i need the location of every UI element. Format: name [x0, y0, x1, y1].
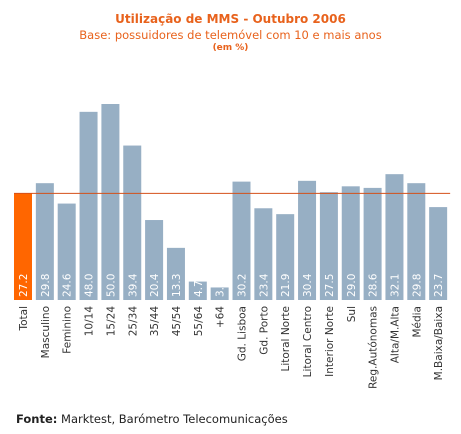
bar-16 — [363, 187, 382, 300]
value-label-3: 48.0 — [84, 274, 96, 297]
value-label-8: 4.7 — [193, 280, 205, 297]
category-label-8: 55/64 — [193, 306, 205, 337]
bar-1 — [35, 183, 54, 300]
category-label-14: Interior Norte — [324, 306, 336, 377]
value-label-17: 32.1 — [389, 274, 401, 297]
source-note: Fonte: Marktest, Barómetro Telecomunicaç… — [16, 412, 288, 426]
category-label-3: 10/14 — [84, 306, 96, 337]
value-label-4: 50.0 — [105, 274, 117, 297]
value-label-10: 30.2 — [237, 274, 249, 297]
bar-14 — [319, 192, 338, 300]
bars-group — [14, 104, 448, 300]
category-label-17: Alta/M.Alta — [389, 306, 401, 363]
bar-9 — [210, 287, 229, 300]
category-label-19: M.Baixa/Baixa — [433, 306, 445, 380]
category-label-10: Gd. Lisboa — [237, 306, 249, 361]
value-label-12: 21.9 — [280, 274, 292, 297]
value-label-0: 27.2 — [18, 274, 30, 297]
bar-3 — [79, 111, 98, 300]
bar-12 — [276, 214, 295, 300]
bar-13 — [298, 180, 317, 300]
category-label-5: 25/34 — [127, 306, 139, 337]
bar-11 — [254, 208, 273, 300]
chart-title: Utilização de MMS - Outubro 2006 — [115, 12, 346, 26]
value-label-19: 23.7 — [433, 274, 445, 297]
bar-0 — [14, 193, 32, 300]
category-label-18: Média — [411, 306, 423, 338]
category-label-11: Gd. Porto — [258, 306, 270, 355]
category-label-4: 15/24 — [105, 306, 117, 337]
value-label-13: 30.4 — [302, 273, 314, 297]
bar-chart: 27.2 29.8 24.6 48.0 50.0 39.4 20.4 13.3 4.7 3.2 30… — [14, 104, 451, 389]
chart-subtitle: Base: possuidores de telemóvel com 10 e … — [79, 28, 382, 42]
bar-2 — [57, 203, 76, 300]
category-label-13: Litoral Centro — [302, 306, 314, 377]
value-labels-group: 27.2 29.8 24.6 48.0 50.0 39.4 20.4 13.3 4.7 3.2 30… — [18, 273, 445, 297]
category-label-12: Litoral Norte — [280, 306, 292, 372]
value-label-7: 13.3 — [171, 274, 183, 297]
bar-7 — [166, 247, 185, 300]
value-label-11: 23.4 — [258, 273, 270, 297]
value-label-15: 29.0 — [346, 274, 358, 297]
category-label-2: Feminino — [62, 306, 74, 354]
value-label-5: 39.4 — [127, 273, 139, 297]
category-label-9: +64 — [215, 306, 227, 328]
bar-8 — [188, 281, 207, 300]
bar-18 — [407, 183, 426, 300]
category-label-1: Masculino — [40, 306, 52, 358]
value-label-9: 3.2 — [215, 280, 227, 297]
bar-5 — [123, 145, 142, 300]
value-label-14: 27.5 — [324, 274, 336, 297]
chart-unit: (em %) — [212, 43, 249, 53]
value-label-6: 20.4 — [149, 273, 161, 297]
bar-10 — [232, 181, 251, 300]
category-label-7: 45/54 — [171, 306, 183, 337]
value-label-1: 29.8 — [40, 274, 52, 297]
value-label-16: 28.6 — [368, 273, 380, 297]
bar-17 — [385, 174, 404, 300]
value-label-2: 24.6 — [62, 273, 74, 297]
bar-15 — [341, 186, 360, 300]
category-labels-group: Total Masculino Feminino 10/14 15/24 25/34 35/… — [18, 306, 445, 389]
bar-4 — [101, 104, 120, 300]
value-label-18: 29.8 — [411, 274, 423, 297]
source-text: Marktest, Barómetro Telecomunicações — [61, 412, 288, 426]
source-label: Fonte: — [16, 412, 58, 426]
bar-19 — [429, 207, 448, 300]
category-label-16: Reg.Autónomas — [368, 306, 380, 389]
category-label-15: Sul — [346, 306, 358, 322]
category-label-6: 35/44 — [149, 306, 161, 337]
category-label-0: Total — [18, 306, 30, 332]
bar-6 — [145, 220, 164, 300]
